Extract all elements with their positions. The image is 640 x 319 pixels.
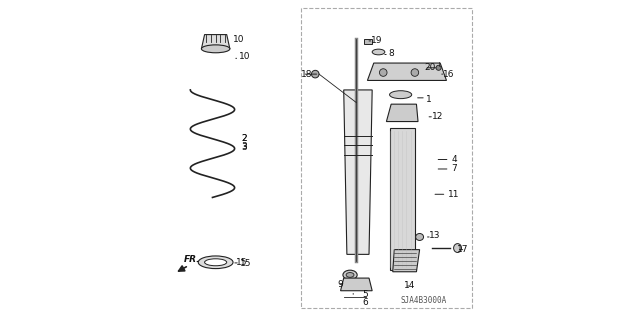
Polygon shape [387, 104, 418, 122]
Circle shape [312, 70, 319, 78]
Text: 14: 14 [404, 281, 415, 291]
Text: FR.: FR. [184, 255, 200, 264]
Circle shape [436, 65, 441, 70]
Text: 10: 10 [239, 52, 251, 61]
Text: 9: 9 [337, 280, 343, 289]
Text: 12: 12 [432, 112, 444, 121]
Text: 18: 18 [301, 70, 312, 78]
Text: 2: 2 [241, 134, 246, 144]
Text: SJA4B3000A: SJA4B3000A [400, 296, 447, 305]
Text: 16: 16 [444, 70, 455, 78]
Polygon shape [344, 90, 372, 254]
Polygon shape [367, 63, 447, 80]
Ellipse shape [372, 49, 385, 55]
Polygon shape [393, 250, 420, 272]
Text: 4: 4 [451, 155, 457, 164]
Ellipse shape [415, 234, 424, 241]
Ellipse shape [205, 259, 227, 266]
Ellipse shape [454, 244, 461, 252]
Polygon shape [390, 128, 415, 270]
Circle shape [411, 69, 419, 76]
Text: 2: 2 [241, 134, 246, 144]
Bar [301, 8, 472, 308]
Text: 17: 17 [457, 245, 468, 254]
Polygon shape [364, 39, 372, 44]
Text: 1: 1 [426, 95, 432, 104]
Text: 13: 13 [429, 231, 440, 240]
Text: 7: 7 [451, 165, 457, 174]
Text: 5: 5 [363, 290, 369, 299]
Text: 3: 3 [241, 142, 246, 151]
Text: 10: 10 [233, 35, 244, 44]
Ellipse shape [390, 91, 412, 99]
Text: 6: 6 [363, 298, 369, 307]
Text: 20: 20 [424, 63, 436, 72]
Text: 15: 15 [236, 258, 248, 267]
Ellipse shape [346, 272, 354, 277]
Ellipse shape [198, 256, 233, 269]
Text: 3: 3 [241, 143, 246, 152]
Text: 11: 11 [448, 190, 460, 199]
Ellipse shape [202, 45, 230, 53]
Circle shape [380, 69, 387, 76]
Text: 19: 19 [371, 36, 382, 45]
Polygon shape [340, 278, 372, 291]
Text: 8: 8 [388, 49, 394, 58]
Text: 15: 15 [240, 259, 252, 268]
Polygon shape [202, 34, 230, 49]
Ellipse shape [343, 270, 357, 280]
